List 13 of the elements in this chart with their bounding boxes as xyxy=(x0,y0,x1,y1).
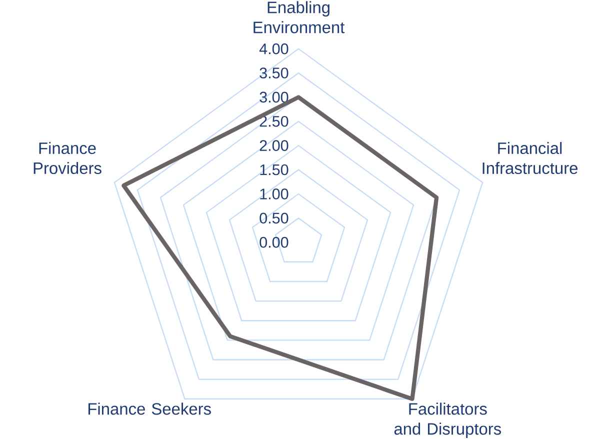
y-tick-label: 4.00 xyxy=(259,43,288,54)
spoke-label: Facilitators and Disruptors xyxy=(394,402,502,438)
y-tick-label: 1.00 xyxy=(260,188,288,200)
y-tick-label: 3.00 xyxy=(260,92,288,103)
y-tick-label: 1.50 xyxy=(260,164,288,176)
y-tick-label: 2.00 xyxy=(260,140,288,151)
y-tick-label: 3.50 xyxy=(260,68,288,78)
spoke-label: Finance Seekers xyxy=(88,402,211,415)
spoke-label: Finance Providers xyxy=(34,142,102,174)
y-tick-label: 0.00 xyxy=(260,236,288,248)
y-tick-label: 0.50 xyxy=(260,212,288,224)
spoke-label: Financial Infrastructure xyxy=(482,142,578,174)
spoke-label: Enabling Environment xyxy=(254,1,345,34)
